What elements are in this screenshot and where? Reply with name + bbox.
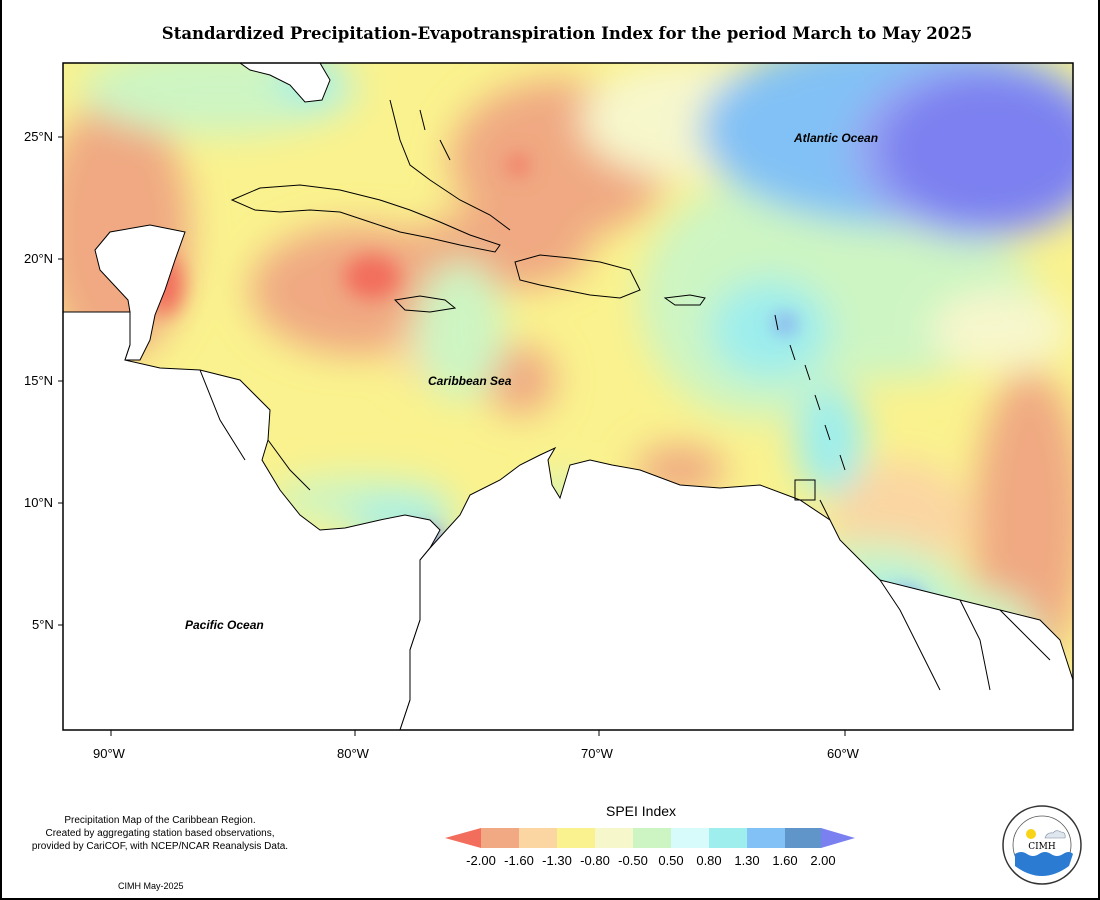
puerto-rico-outline [663, 294, 706, 306]
frame-left-border [0, 0, 2, 900]
guyana-border [879, 579, 1051, 691]
legend-tick: -2.00 [466, 853, 496, 868]
legend-bin-7 [709, 828, 747, 848]
legend-bin-8 [747, 828, 785, 848]
credits-line-1: Precipitation Map of the Caribbean Regio… [64, 815, 256, 826]
credits-line-3: provided by CariCOF, with NCEP/NCAR Rean… [31, 841, 289, 852]
waves-icon [1015, 852, 1073, 876]
lat-label-20n: 20°N [24, 251, 54, 266]
lon-label-60w: 60°W [827, 746, 859, 761]
florida-land [239, 63, 331, 103]
legend-tick: 2.00 [810, 853, 836, 868]
legend-tick: -1.60 [504, 853, 534, 868]
lesser-antilles-outline [774, 314, 846, 521]
legend-bin-5 [633, 828, 671, 848]
legend-tick: 1.60 [772, 853, 798, 868]
sun-icon [1026, 829, 1036, 839]
index-field [63, 63, 1073, 730]
legend-bin-6 [671, 828, 709, 848]
legend-bin-1 [481, 828, 519, 848]
credits-date: CIMH May-2025 [118, 881, 184, 891]
lat-label-15n: 15°N [24, 373, 54, 388]
legend-arrow-dry [445, 828, 481, 848]
legend-tick: 1.30 [734, 853, 760, 868]
axis-ticks [58, 136, 846, 736]
lon-label-90w: 90°W [93, 746, 125, 761]
spei-legend-colorbar [445, 828, 855, 848]
land-masses [63, 63, 1073, 730]
legend-bin-3 [557, 828, 595, 848]
cimh-logo: CIMH [1002, 805, 1082, 885]
credits-text: Precipitation Map of the Caribbean Regio… [0, 814, 320, 853]
yucatan-land [94, 224, 186, 361]
cloud-icon [1044, 830, 1066, 839]
jamaica-outline [393, 295, 457, 313]
lat-label-5n: 5°N [32, 617, 54, 632]
legend-arrow-wet [821, 828, 855, 848]
legend-bin-4 [595, 828, 633, 848]
island-outlines [199, 99, 1051, 691]
legend-tick: -0.50 [618, 853, 648, 868]
legend-tick: 0.50 [658, 853, 684, 868]
map-title: Standardized Precipitation-Evapotranspir… [161, 24, 973, 43]
legend-tick: 0.80 [696, 853, 722, 868]
lat-label-10n: 10°N [24, 495, 54, 510]
hispaniola-outline [514, 254, 641, 299]
trinidad-outline [794, 479, 816, 501]
bahamas-outline [389, 99, 511, 231]
legend-bin-2 [519, 828, 557, 848]
pacific-ocean-label: Pacific Ocean [185, 618, 264, 632]
legend-bin-9 [785, 828, 821, 848]
lon-label-70w: 70°W [581, 746, 613, 761]
cuba-outline [230, 184, 501, 253]
lat-label-25n: 25°N [24, 129, 54, 144]
credits-line-2: Created by aggregating station based obs… [45, 828, 275, 839]
panama-border [199, 369, 311, 491]
frame-bottom-border [0, 898, 1100, 900]
map-frame [62, 62, 1074, 731]
legend-title: SPEI Index [606, 803, 677, 819]
south-america-land [399, 446, 1073, 730]
caribbean-sea-label: Caribbean Sea [428, 374, 512, 388]
logo-name: CIMH [1028, 842, 1056, 852]
atlantic-ocean-label: Atlantic Ocean [794, 131, 879, 145]
legend-tick: -0.80 [580, 853, 610, 868]
frame-right-border [1098, 0, 1100, 900]
lon-label-80w: 80°W [337, 746, 369, 761]
legend-tick: -1.30 [542, 853, 572, 868]
